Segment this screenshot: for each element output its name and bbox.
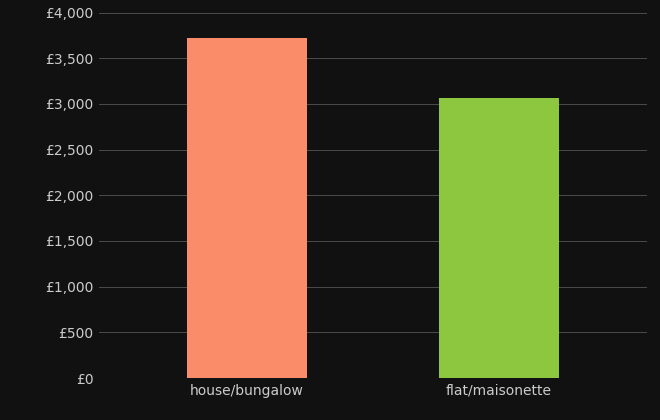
Bar xyxy=(187,38,307,378)
Bar xyxy=(439,98,559,378)
